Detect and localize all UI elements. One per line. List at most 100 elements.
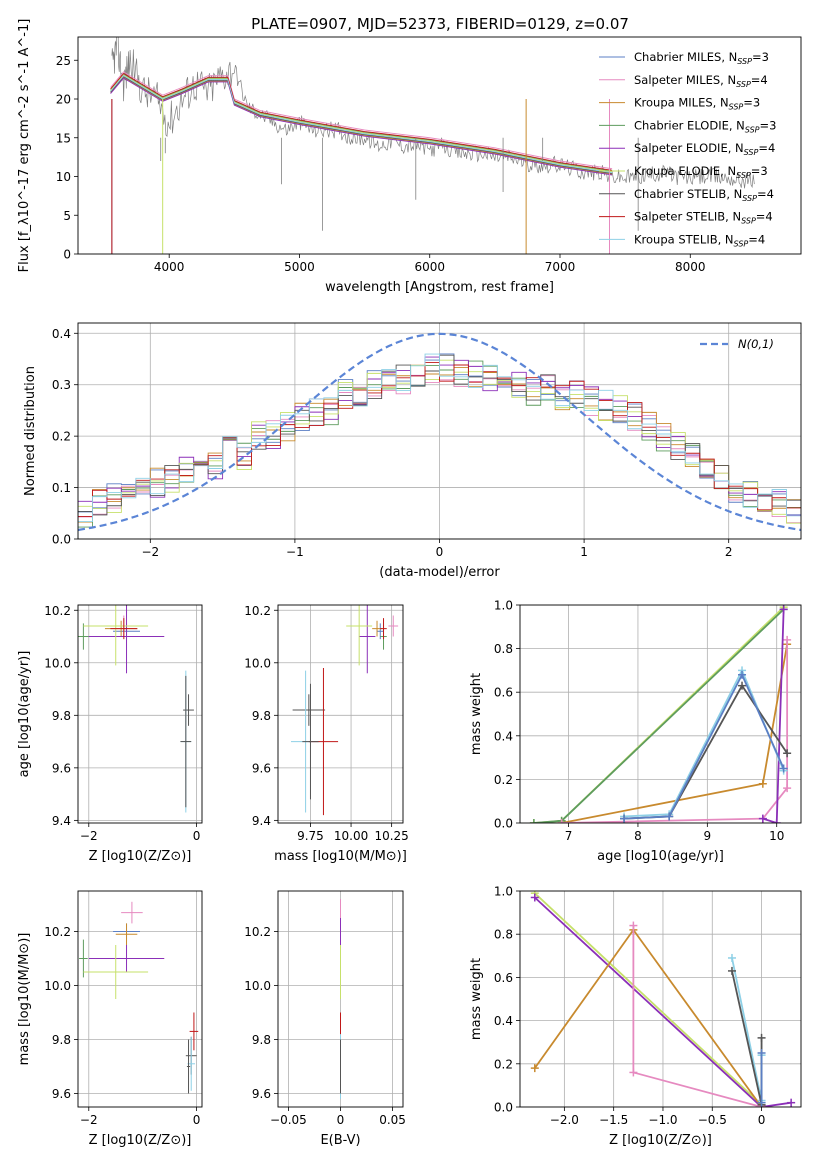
spectrum-y-axis-label: Flux [f_λ10^-17 erg cm^-2 s^-1 A^-1] <box>17 19 32 273</box>
x-tick-label: 0 <box>337 1113 345 1127</box>
y-tick-label: 0.1 <box>52 481 71 495</box>
y-tick-label: 15 <box>56 131 71 145</box>
x-tick-label: 10.25 <box>374 829 408 843</box>
y-tick-label: 1.0 <box>494 885 513 899</box>
y-tick-label: 0.4 <box>494 729 513 743</box>
x-tick-label: −2 <box>141 545 159 559</box>
model-line <box>110 72 613 171</box>
y-tick-label: 0.4 <box>494 1014 513 1028</box>
y-tick-label: 0.0 <box>494 817 513 831</box>
x-tick-label: 7 <box>565 829 573 843</box>
y-tick-label: 9.8 <box>252 709 271 723</box>
y-tick-label: 0.4 <box>52 327 71 341</box>
legend-label: Kroupa ELODIE, NSSP=3 <box>634 164 768 180</box>
model-line <box>110 75 613 174</box>
mass_vs_z-frame <box>77 890 203 1108</box>
x-tick-label: −1.0 <box>648 1113 677 1127</box>
y-tick-label: 5 <box>63 209 71 223</box>
y-tick-label: 10.0 <box>244 979 271 993</box>
residuals-x-axis-label: (data-model)/error <box>379 565 500 580</box>
x-tick-label: 4000 <box>154 260 185 274</box>
model-line <box>110 75 613 174</box>
x-tick-label: −1 <box>286 545 304 559</box>
x-tick-label: −0.05 <box>270 1113 307 1127</box>
weight-line <box>533 608 785 823</box>
y-tick-label: 9.6 <box>52 761 71 775</box>
y-tick-label: 9.8 <box>52 1033 71 1047</box>
histogram-step <box>78 353 801 539</box>
weight-line <box>534 928 763 1107</box>
spectrum-axes: 4000 5000 6000 7000 8000 0 5 10 15 20 25 wavelength… <box>17 19 802 295</box>
weight-line <box>561 644 789 823</box>
x-tick-label: −2 <box>80 1113 98 1127</box>
age_vs_z-plot-area <box>78 605 202 823</box>
x-tick-label: −0.5 <box>698 1113 727 1127</box>
x-tick-label: 0 <box>758 1113 766 1127</box>
y-tick-label: 0.6 <box>494 686 513 700</box>
x-tick-label: 0 <box>193 829 201 843</box>
mass_vs_ebv-axes: −0.05 0 0.05 9.6 9.8 10.0 10.2 E(B-V) <box>244 890 406 1148</box>
y-tick-label: 9.8 <box>252 1033 271 1047</box>
y-tick-label: 0.8 <box>494 642 513 656</box>
y-tick-label: 0.3 <box>52 378 71 392</box>
x-tick-label: 8000 <box>675 260 706 274</box>
y-tick-label: 0.0 <box>52 533 71 547</box>
y-tick-label: 0.6 <box>494 971 513 985</box>
legend-label: Kroupa MILES, NSSP=3 <box>634 96 760 112</box>
y-tick-label: 10.2 <box>44 925 71 939</box>
x-tick-label: 5000 <box>284 260 315 274</box>
age_vs_mass-plot-area <box>278 605 403 823</box>
x-tick-label: 0 <box>436 545 444 559</box>
weight-line <box>533 606 785 823</box>
x-tick-label: 9.75 <box>297 829 324 843</box>
x-tick-label: 0.05 <box>379 1113 406 1127</box>
legend-label: Chabrier MILES, NSSP=3 <box>634 50 769 66</box>
y-tick-label: 9.6 <box>252 1087 271 1101</box>
normal-curve <box>78 332 801 532</box>
y-tick-label: 0.8 <box>494 928 513 942</box>
residuals-y-axis-label: Normed distribution <box>23 366 38 496</box>
weight_vs_z-x-axis-label: Z [log10(Z/Z⊙)] <box>609 1133 712 1148</box>
y-tick-label: 1.0 <box>494 599 513 613</box>
y-tick-label: 0.2 <box>494 773 513 787</box>
y-tick-label: 9.4 <box>252 814 271 828</box>
mass_vs_ebv-x-axis-label: E(B-V) <box>320 1133 360 1148</box>
weight-line <box>731 957 763 1101</box>
age_vs_z-x-axis-label: Z [log10(Z/Z⊙)] <box>89 849 192 864</box>
x-tick-label: 10 <box>769 829 784 843</box>
model-line <box>110 77 613 176</box>
legend-label-normal: N(0,1) <box>738 337 774 351</box>
y-tick-label: 10.0 <box>244 656 271 670</box>
mass_vs_z-plot-area <box>78 891 202 1107</box>
weight-line <box>534 892 763 1106</box>
age_vs_mass-frame <box>277 604 404 824</box>
x-tick-label: 0 <box>193 1113 201 1127</box>
x-tick-label: 2 <box>725 545 733 559</box>
legend-label: Salpeter MILES, NSSP=4 <box>634 73 768 89</box>
y-tick-label: 9.6 <box>252 761 271 775</box>
y-tick-label: 10.2 <box>44 604 71 618</box>
x-tick-label: −2.0 <box>550 1113 579 1127</box>
weight_vs_age-y-axis-label: mass weight <box>469 673 484 755</box>
weight-line <box>561 639 789 823</box>
x-tick-label: −2 <box>80 829 98 843</box>
weight-line <box>534 896 792 1107</box>
figure-title: PLATE=0907, MJD=52373, FIBERID=0129, z=0… <box>251 15 629 33</box>
weight-line <box>762 609 785 823</box>
legend-label: Chabrier ELODIE, NSSP=3 <box>634 118 776 134</box>
y-tick-label: 0.2 <box>494 1057 513 1071</box>
age_vs_mass-axes: 9.75 10.00 10.25 9.4 9.6 9.8 10.0 10.2 mass [log… <box>244 604 409 864</box>
y-tick-label: 0.2 <box>52 430 71 444</box>
age_vs_z-axes: −2 0 9.4 9.6 9.8 10.0 10.2 Z [log10(Z/Z⊙)] age [… <box>17 604 203 864</box>
weight_vs_age-plot-area <box>520 605 801 823</box>
weight_vs_age-frame <box>519 604 802 824</box>
x-tick-label: 8 <box>634 829 642 843</box>
legend-label: Salpeter STELIB, NSSP=4 <box>634 210 773 226</box>
weight_vs_z-plot-area <box>520 891 801 1107</box>
weight_vs_z-frame <box>519 890 802 1108</box>
residuals-plot-area <box>78 323 801 539</box>
x-tick-label: 10.00 <box>334 829 368 843</box>
y-tick-label: 9.4 <box>52 814 71 828</box>
data-spectrum-line <box>111 37 755 189</box>
